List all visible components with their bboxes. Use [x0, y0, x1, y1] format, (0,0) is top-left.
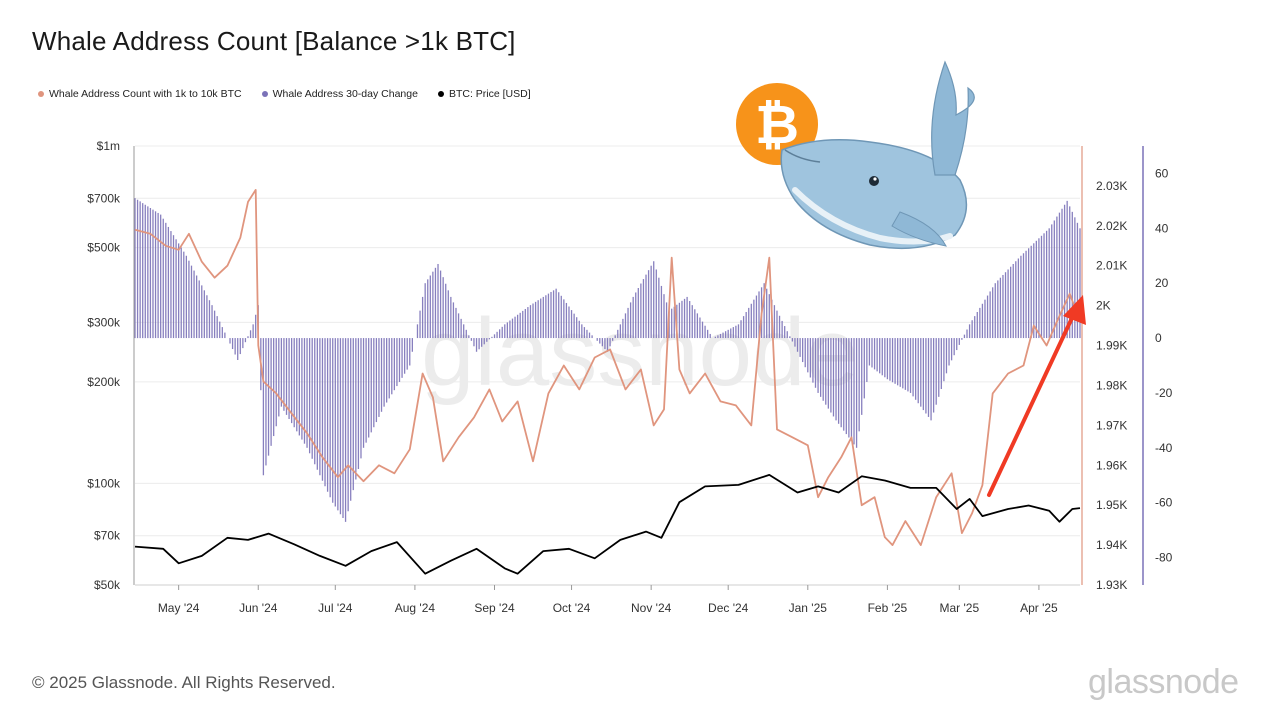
series-lines	[134, 188, 1081, 575]
y-tick-label-price: $300k	[87, 315, 121, 329]
x-tick-label: Oct '24	[553, 601, 591, 615]
axes: $50k $70k $100k $200k $300k $500k $700k $1m 1.93…	[87, 139, 1172, 615]
legend-item-whale-count[interactable]: Whale Address Count with 1k to 10k BTC	[38, 88, 242, 100]
legend-item-btc-price[interactable]: BTC: Price [USD]	[437, 88, 531, 100]
y-tick-label-price: $500k	[87, 241, 121, 255]
y-tick-label-count: 1.97K	[1096, 418, 1127, 432]
y-tick-label-count: 1.94K	[1096, 538, 1127, 552]
trend-arrow	[987, 295, 1086, 497]
legend-item-30-day-change[interactable]: Whale Address 30-day Change	[261, 88, 418, 100]
x-tick-label: Mar '25	[939, 601, 979, 615]
y-tick-label-price: $50k	[94, 578, 121, 592]
y-tick-label-price: $70k	[94, 529, 121, 543]
x-tick-label: Jan '25	[789, 601, 828, 615]
legend-label-btc-price: BTC: Price [USD]	[448, 88, 531, 100]
y-tick-label-change: 20	[1155, 276, 1169, 290]
chart-title: Whale Address Count [Balance >1k BTC]	[32, 26, 516, 56]
x-tick-label: Jun '24	[239, 601, 278, 615]
copyright-footer: © 2025 Glassnode. All Rights Reserved.	[32, 673, 336, 692]
y-tick-label-count: 2.03K	[1096, 179, 1127, 193]
legend-swatch-whale-count	[38, 91, 44, 97]
y-tick-label-change: -60	[1155, 496, 1173, 510]
y-tick-label-price: $200k	[87, 375, 121, 389]
y-tick-label-change: -80	[1155, 551, 1173, 565]
change-bars	[134, 198, 1081, 522]
svg-text:₿: ₿	[755, 93, 799, 156]
y-tick-label-count: 2K	[1096, 299, 1111, 313]
whale-count-line	[134, 188, 1081, 546]
y-tick-label-change: -20	[1155, 386, 1173, 400]
btc-price-line	[134, 473, 1081, 575]
x-tick-label: Feb '25	[868, 601, 908, 615]
y-tick-label-price: $100k	[87, 476, 121, 490]
whale-icon	[780, 60, 975, 250]
y-tick-label-count: 1.93K	[1096, 578, 1127, 592]
legend-label-whale-count: Whale Address Count with 1k to 10k BTC	[49, 88, 242, 100]
y-tick-label-change: 40	[1155, 221, 1169, 235]
y-tick-label-count: 1.98K	[1096, 378, 1127, 392]
x-tick-label: Aug '24	[395, 601, 436, 615]
y-tick-label-change: 0	[1155, 331, 1162, 345]
y-tick-label-count: 1.95K	[1096, 498, 1127, 512]
y-tick-label-count: 1.99K	[1096, 339, 1127, 353]
glassnode-watermark: glassnode	[421, 299, 859, 406]
x-tick-label: May '24	[158, 601, 200, 615]
y-tick-label-change: 60	[1155, 166, 1169, 180]
y-tick-label-change: -40	[1155, 441, 1173, 455]
legend-swatch-30-day-change	[261, 91, 268, 97]
y-tick-label-count: 1.96K	[1096, 458, 1127, 472]
y-tick-label-price: $700k	[87, 191, 121, 205]
y-tick-label-count: 2.01K	[1096, 259, 1127, 273]
x-tick-label: Nov '24	[631, 601, 672, 615]
x-tick-label: Jul '24	[318, 601, 353, 615]
legend-label-30-day-change: Whale Address 30-day Change	[272, 88, 418, 100]
glassnode-logo: glassnode	[1088, 663, 1239, 701]
legend: Whale Address Count with 1k to 10k BTC W…	[38, 88, 531, 100]
x-tick-label: Dec '24	[708, 601, 749, 615]
legend-swatch-btc-price	[437, 91, 444, 97]
y-tick-label-price: $1m	[97, 139, 120, 153]
x-tick-label: Apr '25	[1020, 601, 1058, 615]
y-tick-label-count: 2.02K	[1096, 219, 1127, 233]
x-tick-label: Sep '24	[474, 601, 515, 615]
